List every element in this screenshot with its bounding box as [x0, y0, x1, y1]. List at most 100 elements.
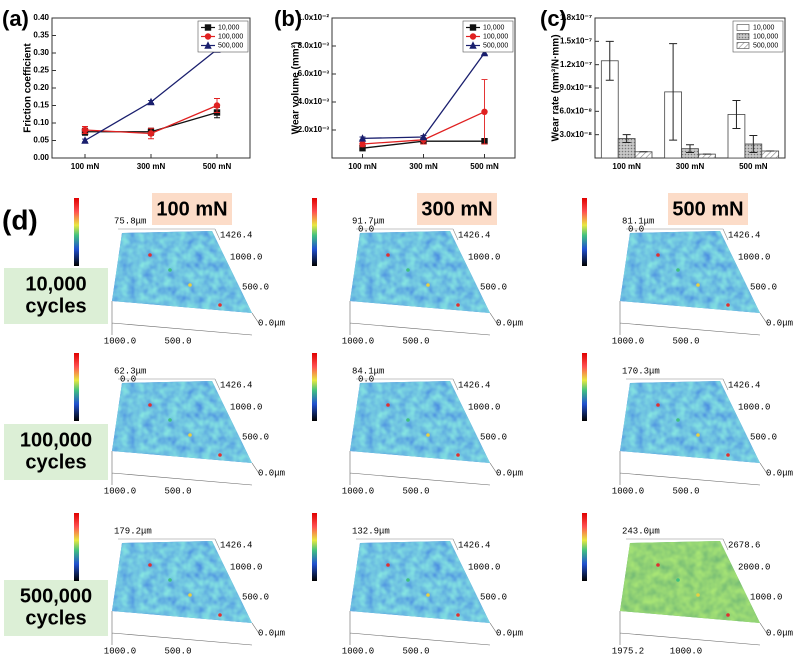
y-axis-label: 1426.4 — [728, 230, 760, 240]
error-bar — [669, 43, 678, 141]
y-axis-label: 1000.0 — [738, 252, 770, 262]
y-axis-label: 1000.0 — [230, 562, 262, 572]
frame-line — [214, 378, 221, 391]
y-tick-label: 0.15 — [33, 101, 49, 110]
surface-peak — [386, 403, 390, 407]
legend-swatch — [736, 33, 750, 40]
y-axis-label: 500.0 — [480, 592, 507, 602]
axis-line — [619, 301, 769, 336]
y-axis-label: 1000.0 — [230, 252, 262, 262]
y-tick-label: 4.0x10⁻³ — [298, 97, 330, 106]
y-axis-label: 500.0 — [480, 282, 507, 292]
y-axis-title: Friction coefficient — [23, 43, 34, 133]
surface-peak — [676, 578, 680, 582]
row-label: cycles — [25, 295, 86, 317]
x-axis-label: 1000.0 — [342, 336, 374, 346]
y-axis-label: 500.0 — [242, 282, 269, 292]
x-axis-label: 500.0 — [402, 336, 429, 346]
frame-line — [452, 228, 459, 241]
column-header-box — [152, 193, 232, 225]
x-axis-label: 1975.2 — [612, 646, 644, 656]
axis-line — [111, 611, 261, 646]
frame-line — [214, 228, 221, 241]
y-tick-label: 0.40 — [33, 13, 49, 22]
max-height-label: 243.0μm — [622, 526, 660, 536]
row-label: 100,000 — [20, 429, 92, 451]
error-bar — [732, 99, 741, 129]
y-tick-label: 6.0x10⁻³ — [298, 69, 330, 78]
surface-peak — [168, 578, 172, 582]
surface-tile: 170.3μm 1426.4 1000.0 500.0 0.0μm 1000.0 500.0 — [582, 353, 793, 496]
panel-label: (a) — [2, 6, 29, 31]
x-tick-label: 500 mN — [470, 162, 499, 171]
row-label: cycles — [25, 451, 86, 473]
marker — [481, 108, 488, 116]
y-axis-label: 500.0 — [242, 592, 269, 602]
y-axis-label: 500.0 — [242, 432, 269, 442]
surface-texture — [112, 381, 252, 463]
y-axis-label: 500.0 — [750, 282, 777, 292]
y-axis-label: 0.0μm — [496, 468, 523, 478]
axis-line — [111, 451, 261, 486]
x-tick-label: 100 mN — [612, 162, 641, 171]
y-axis-title: Wear volume (mm³) — [291, 42, 302, 135]
legend-label: 10,000 — [753, 24, 775, 31]
y-axis-label: 1000.0 — [468, 562, 500, 572]
legend-label: 500,000 — [753, 42, 778, 49]
y-axis-label: 1426.4 — [220, 540, 252, 550]
error-bar — [622, 134, 631, 143]
surface-peak — [456, 303, 460, 307]
error-bar — [605, 40, 614, 81]
surface-peak — [406, 578, 410, 582]
max-height-label: 81.1μm — [622, 216, 654, 226]
axis-line — [349, 301, 499, 336]
origin-label: 0.0 — [358, 224, 374, 234]
color-bar — [74, 198, 79, 266]
y-axis-label: 500.0 — [480, 432, 507, 442]
surface-peak — [168, 268, 172, 272]
color-bar — [312, 353, 317, 421]
legend-label: 500,000 — [218, 42, 243, 49]
y-tick-label: 9.0x10⁻⁸ — [560, 83, 593, 92]
surface-tile: 243.0μm 2678.6 2000.0 1000.0 0.0μm 1975.2 1000… — [582, 513, 793, 656]
surface-tile: 179.2μm 1426.4 1000.0 500.0 0.0μm 1000.0 500.0 — [74, 513, 285, 656]
y-tick-label: 0.30 — [33, 48, 49, 57]
surface-texture — [112, 231, 252, 313]
max-height-label: 75.8μm — [114, 216, 146, 226]
legend-marker — [204, 24, 212, 31]
legend-label: 10,000 — [483, 24, 505, 31]
y-axis-label: 500.0 — [750, 432, 777, 442]
axis-line — [619, 451, 769, 486]
legend-label: 100,000 — [483, 33, 508, 40]
legend-label: 100,000 — [218, 33, 243, 40]
legend-marker — [469, 24, 477, 31]
chart: (b) Wear volume (mm³)2.0x10⁻³ 4.0x10⁻³ 6.0x… — [274, 6, 516, 171]
axis-line — [349, 451, 499, 486]
y-axis-label: 1000.0 — [468, 402, 500, 412]
frame-line — [722, 538, 729, 551]
legend-label: 10,000 — [218, 24, 240, 31]
y-axis-label: 0.0μm — [258, 628, 285, 638]
y-tick-label: 0.25 — [33, 66, 49, 75]
y-axis-label: 0.0μm — [496, 628, 523, 638]
surface-peak — [696, 433, 700, 437]
x-tick-label: 300 mN — [409, 162, 438, 171]
series-line — [84, 48, 218, 142]
column-header: 100 mN — [156, 198, 227, 220]
color-bar — [582, 198, 587, 266]
surface-peak — [188, 283, 192, 287]
marker — [359, 140, 366, 148]
marker — [81, 136, 89, 144]
surface-peak — [676, 268, 680, 272]
surface-texture — [112, 541, 252, 623]
x-axis-label: 1000.0 — [104, 646, 136, 656]
axis-line — [349, 611, 499, 646]
max-height-label: 84.1μm — [352, 366, 384, 376]
y-tick-label: 0.35 — [33, 31, 49, 40]
y-axis-label: 2000.0 — [738, 562, 770, 572]
surface-tile: 75.8μm 1426.4 1000.0 500.0 0.0μm 1000.0 500.0 — [74, 198, 285, 346]
marker — [480, 48, 489, 57]
surface-tile: 132.9μm 1426.4 1000.0 500.0 0.0μm 1000.0 500.0 — [312, 513, 523, 656]
color-bar — [312, 198, 317, 266]
